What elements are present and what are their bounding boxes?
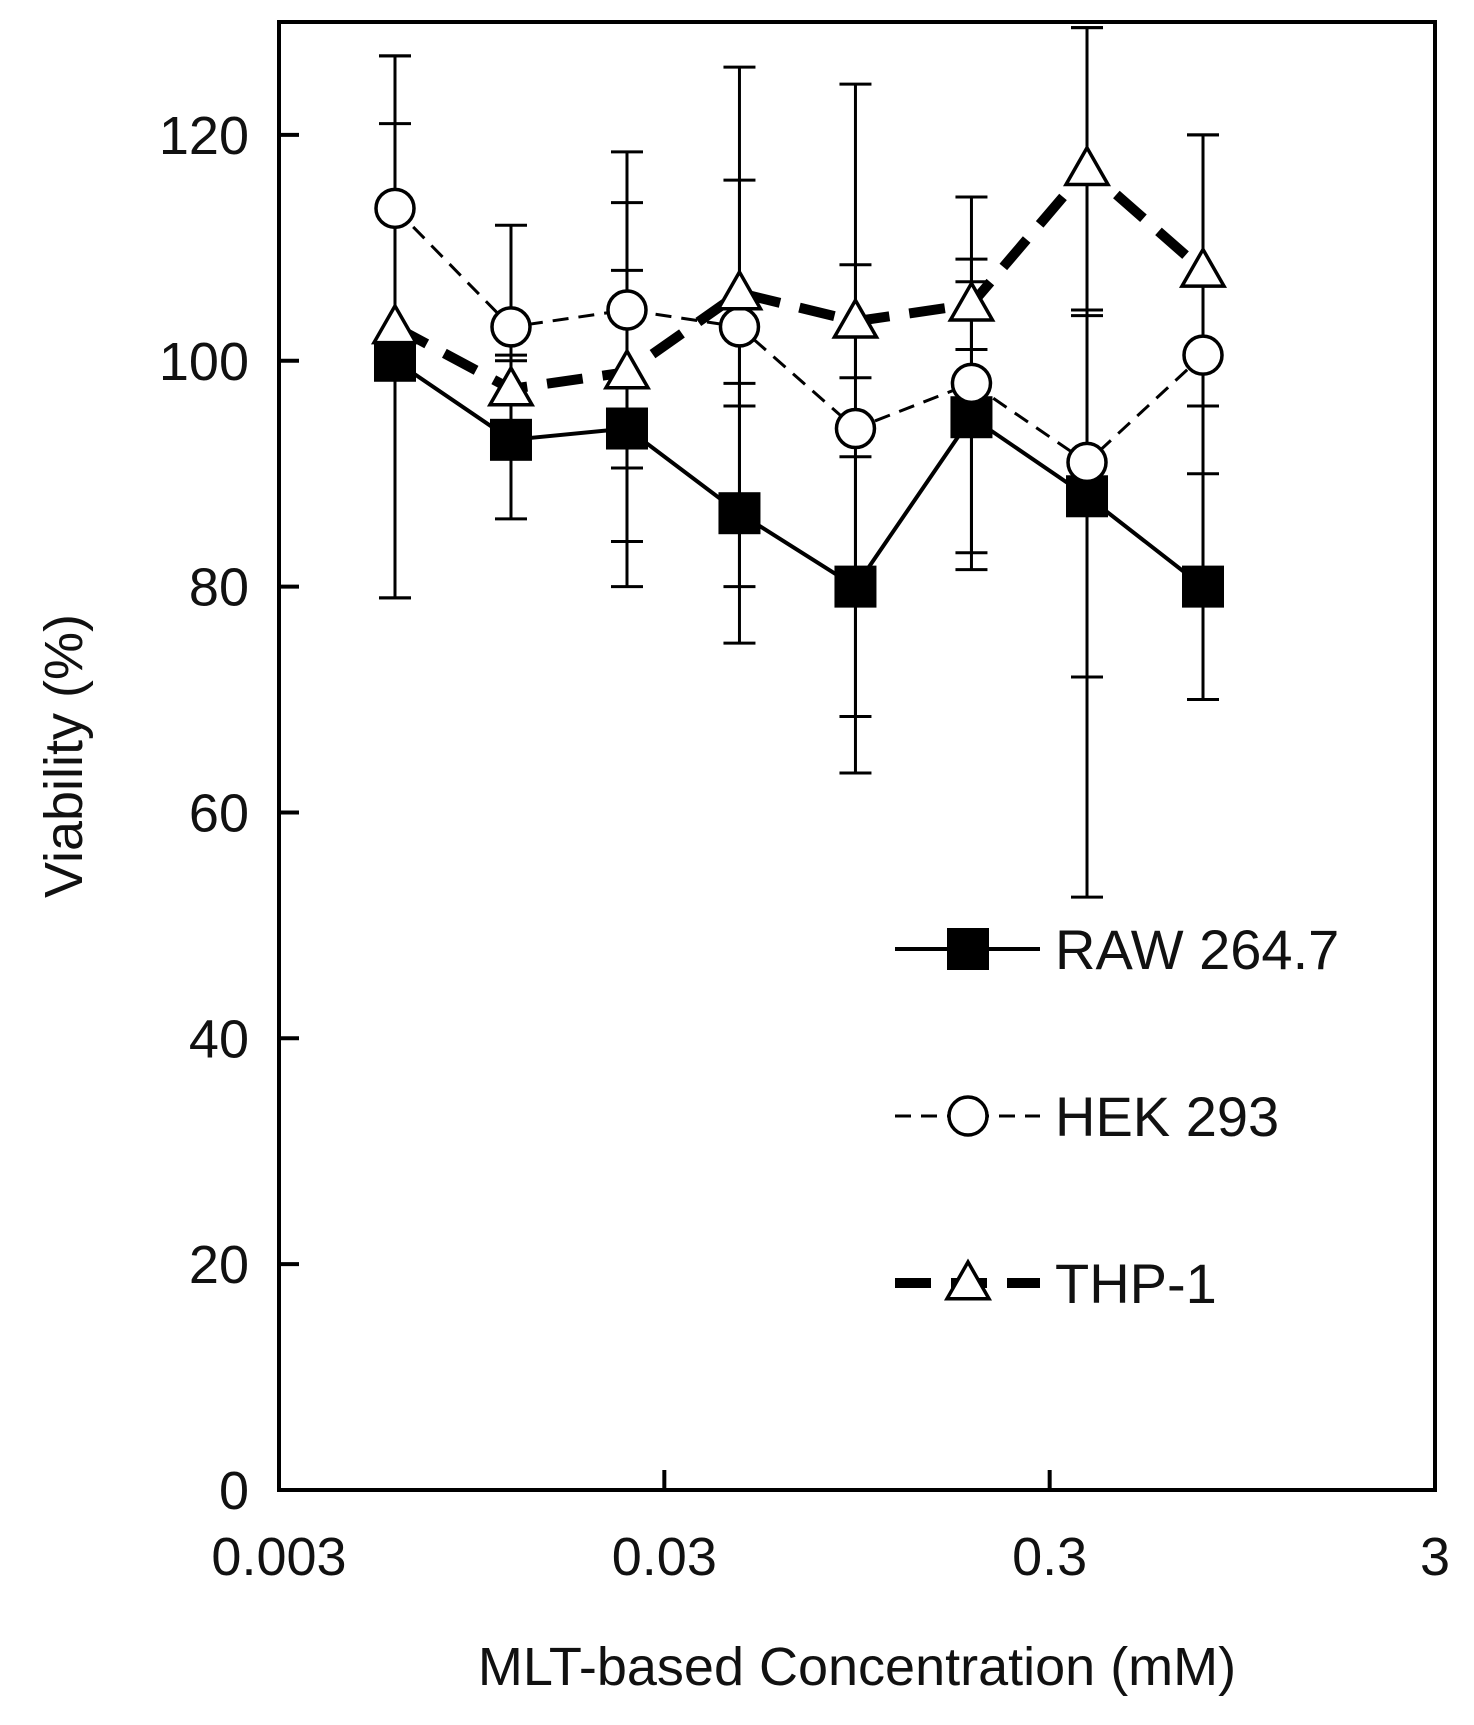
legend-item-hek-293: HEK 293 bbox=[895, 1085, 1279, 1148]
tick-layer: 0 20 40 60 80 100 120 0.003 0.03 0.3 3 bbox=[159, 106, 1450, 1587]
y-tick-label: 120 bbox=[159, 106, 249, 166]
data-point-thp-1 bbox=[486, 364, 536, 407]
y-tick-label: 40 bbox=[189, 1009, 249, 1069]
legend-marker bbox=[947, 928, 989, 970]
legend-marker bbox=[947, 1095, 989, 1137]
data-point-raw-264-7 bbox=[489, 418, 532, 461]
data-point-hek-293 bbox=[718, 306, 761, 348]
y-axis-label: Viability (%) bbox=[34, 614, 94, 898]
legend-item-raw-264-7: RAW 264.7 bbox=[895, 918, 1339, 981]
data-point-raw-264-7 bbox=[605, 407, 648, 450]
data-point-thp-1 bbox=[602, 347, 652, 390]
data-point-hek-293 bbox=[1066, 441, 1108, 484]
data-point-thp-1 bbox=[831, 296, 880, 339]
y-tick-label: 80 bbox=[189, 558, 249, 618]
data-point-hek-293 bbox=[1182, 334, 1224, 376]
data-point-hek-293 bbox=[834, 407, 877, 450]
data-point-raw-264-7 bbox=[1182, 565, 1225, 608]
data-point-thp-1 bbox=[947, 279, 996, 322]
y-tick-label: 60 bbox=[189, 783, 249, 843]
x-tick-label: 0.3 bbox=[1012, 1527, 1087, 1587]
data-point-hek-293 bbox=[374, 187, 416, 230]
data-point-thp-1 bbox=[1178, 245, 1228, 288]
series-thp-1 bbox=[370, 144, 1228, 407]
y-tick-label: 0 bbox=[219, 1461, 249, 1521]
y-tick-label: 20 bbox=[189, 1235, 249, 1295]
y-tick-label: 100 bbox=[159, 332, 249, 392]
data-point-raw-264-7 bbox=[1066, 475, 1109, 518]
x-tick-label: 0.03 bbox=[612, 1527, 717, 1587]
legend-label: RAW 264.7 bbox=[1055, 918, 1339, 981]
data-point-thp-1 bbox=[1062, 144, 1112, 187]
legend-label: THP-1 bbox=[1055, 1252, 1217, 1315]
data-point-thp-1 bbox=[715, 268, 764, 311]
data-point-hek-293 bbox=[950, 362, 993, 405]
series-layer bbox=[370, 26, 1228, 899]
data-point-raw-264-7 bbox=[718, 492, 761, 535]
legend-item-thp-1: THP-1 bbox=[895, 1252, 1217, 1315]
plot-frame bbox=[277, 20, 1437, 1492]
x-tick-label: 0.003 bbox=[211, 1527, 346, 1587]
data-point-hek-293 bbox=[606, 289, 648, 331]
data-point-hek-293 bbox=[490, 306, 532, 348]
axes bbox=[277, 20, 1437, 1492]
data-point-raw-264-7 bbox=[834, 565, 877, 608]
series-raw-264-7 bbox=[373, 339, 1225, 608]
legend: RAW 264.7 HEK 293 THP-1 bbox=[895, 918, 1339, 1315]
data-point-thp-1 bbox=[370, 302, 420, 345]
x-axis-label: MLT-based Concentration (mM) bbox=[478, 1637, 1236, 1697]
series-hek-293 bbox=[374, 187, 1224, 484]
data-point-raw-264-7 bbox=[373, 339, 416, 382]
legend-marker bbox=[943, 1258, 993, 1301]
legend-label: HEK 293 bbox=[1055, 1085, 1279, 1148]
x-tick-label: 3 bbox=[1420, 1527, 1450, 1587]
